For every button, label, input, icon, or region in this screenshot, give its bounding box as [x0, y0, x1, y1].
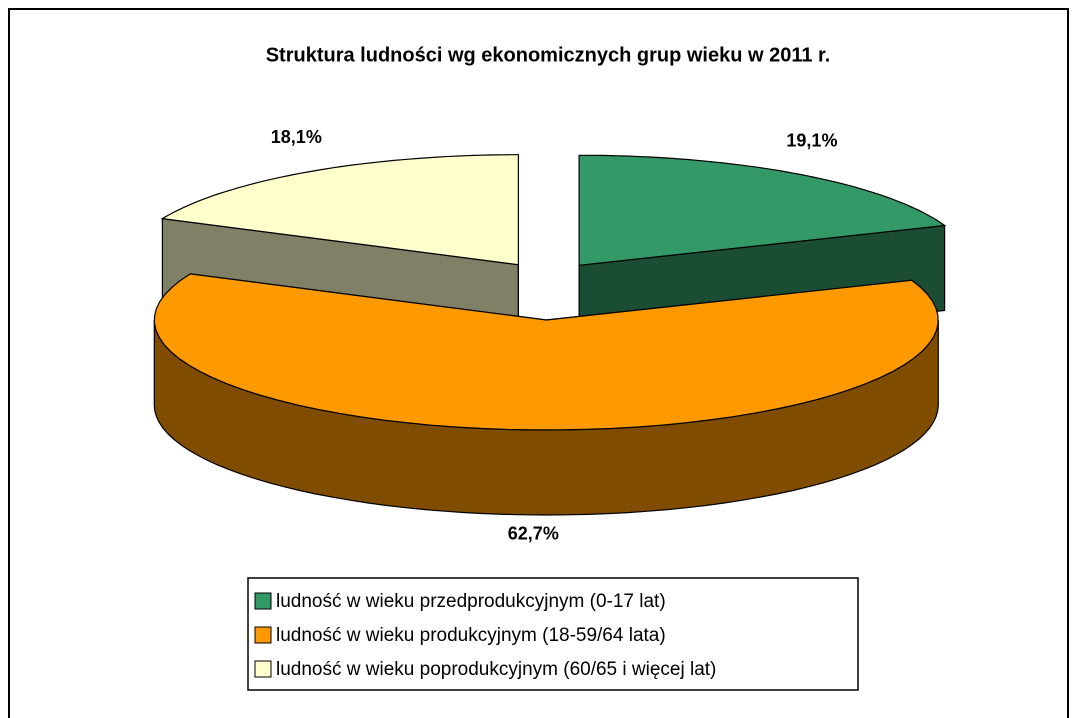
- legend-label: ludność w wieku poprodukcyjnym (60/65 i …: [276, 659, 716, 680]
- legend-swatch: [254, 660, 272, 678]
- data-label: 19,1%: [786, 130, 837, 150]
- slice: [153, 273, 939, 431]
- legend-box: [247, 577, 859, 691]
- legend-swatch: [254, 626, 272, 644]
- data-label: 18,1%: [271, 127, 322, 147]
- legend-label: ludność w wieku przedprodukcyjnym (0-17 …: [276, 591, 666, 612]
- chart-border: [8, 8, 1069, 718]
- data-label: 62,7%: [508, 524, 559, 544]
- chart-title: Struktura ludności wg ekonomicznych grup…: [266, 44, 831, 66]
- slice: [160, 154, 520, 266]
- legend-label: ludność w wieku produkcyjnym (18-59/64 l…: [276, 625, 666, 646]
- legend-swatch: [254, 592, 272, 610]
- slice: [578, 154, 947, 266]
